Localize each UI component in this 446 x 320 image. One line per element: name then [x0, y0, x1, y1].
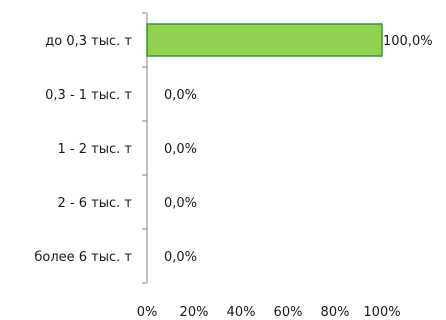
x-tick-label: 60%: [274, 305, 303, 320]
x-tick-labels: 0% 20% 40% 60% 80% 100%: [137, 305, 401, 320]
category-label: 2 - 6 тыс. т: [58, 196, 133, 211]
category-label: 1 - 2 тыс. т: [58, 142, 133, 157]
x-tick-label: 100%: [363, 305, 400, 320]
x-tick-label: 80%: [321, 305, 350, 320]
x-tick-label: 20%: [180, 305, 209, 320]
category-label: до 0,3 тыс. т: [45, 34, 132, 49]
chart-axes: [142, 12, 148, 284]
category-label: 0,3 - 1 тыс. т: [45, 88, 132, 103]
data-label: 0,0%: [164, 250, 197, 265]
category-label: более 6 тыс. т: [34, 250, 132, 265]
data-label: 100,0%: [383, 34, 433, 49]
data-labels: 100,0% 0,0% 0,0% 0,0% 0,0%: [164, 34, 433, 265]
x-tick-label: 40%: [227, 305, 256, 320]
x-tick-label: 0%: [137, 305, 158, 320]
chart-bars: [146, 23, 383, 57]
category-labels: до 0,3 тыс. т 0,3 - 1 тыс. т 1 - 2 тыс. т 2…: [34, 34, 132, 265]
bar: [146, 23, 383, 57]
data-label: 0,0%: [164, 88, 197, 103]
data-label: 0,0%: [164, 142, 197, 157]
data-label: 0,0%: [164, 196, 197, 211]
